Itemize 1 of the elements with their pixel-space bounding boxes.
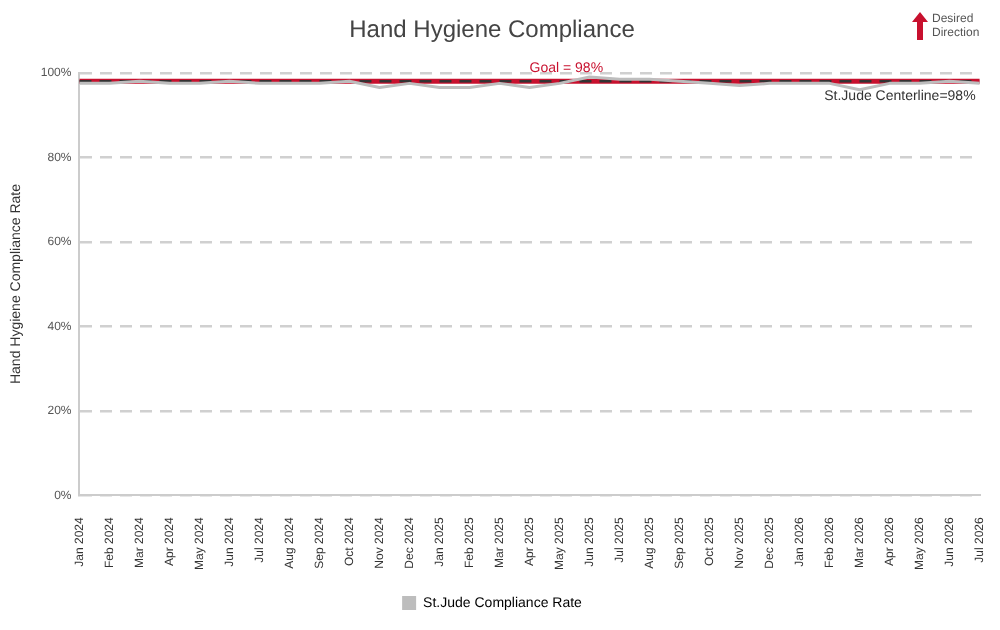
- chart-title: Hand Hygiene Compliance: [349, 15, 636, 44]
